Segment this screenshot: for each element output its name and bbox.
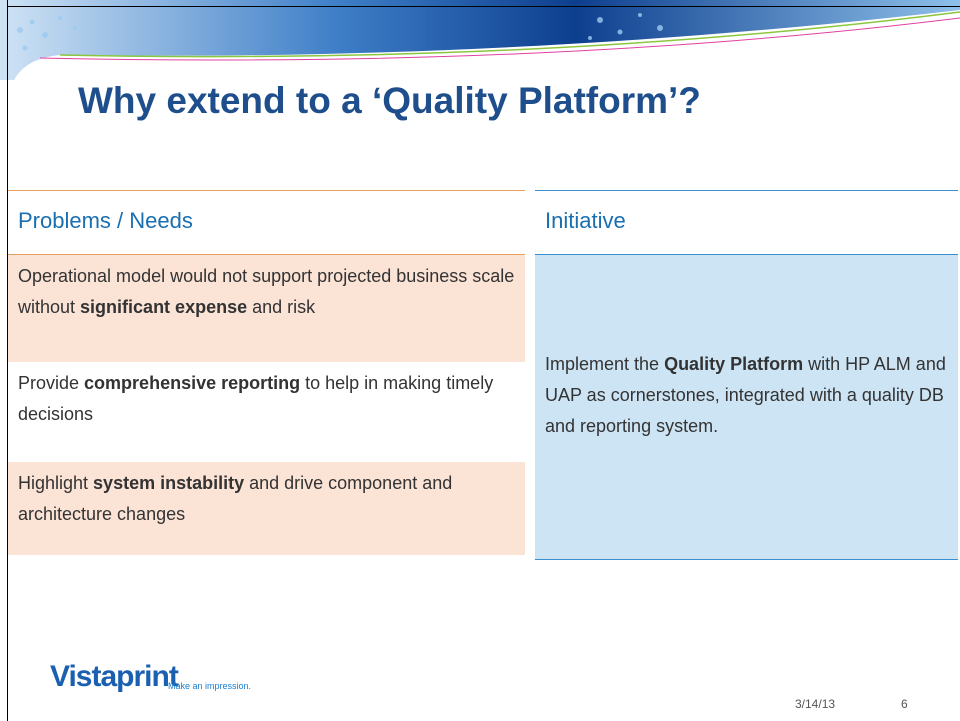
column-header: Initiative [535,191,958,255]
problems-column: Problems / Needs Operational model would… [8,190,525,555]
date: 3/14/13 [795,697,836,711]
text-run: to help in making timely decisions [18,373,494,424]
problem-cell: Highlight system instability and drive c… [8,462,525,555]
column-header: Problems / Needs [8,191,525,255]
text-run: system instability [93,473,245,493]
initiative-text: Implement the Quality Platform with HP A… [545,349,948,442]
frame-line [7,6,960,7]
text-run: significant expense [80,297,248,317]
text-run: Quality Platform [664,353,804,374]
text-run: Operational model would not support proj… [18,266,515,317]
tagline: Make an impression. [168,681,252,691]
banner [0,0,960,80]
text-run: Highlight [18,473,94,493]
text-run: with HP ALM and UAP as cornerstones, int… [545,353,946,436]
text-run: Provide [18,373,85,393]
problems-list: Operational model would not support proj… [8,255,525,555]
page-number: 6 [901,697,908,711]
frame-line [7,0,8,721]
slide-title: Why extend to a ‘Quality Platform’? [78,80,701,121]
initiative-cell: Implement the Quality Platform with HP A… [535,255,958,560]
text-run: and risk [247,297,316,317]
text-run: Implement the [545,353,665,374]
problem-cell: Operational model would not support proj… [8,255,525,362]
initiative-column: Initiative Implement the Quality Platfor… [535,190,958,560]
text-run: and drive component and architecture cha… [18,473,453,524]
text-run: comprehensive reporting [84,373,301,393]
logo: Vistaprint [50,660,179,693]
problem-cell: Provide comprehensive reporting to help … [8,362,525,450]
